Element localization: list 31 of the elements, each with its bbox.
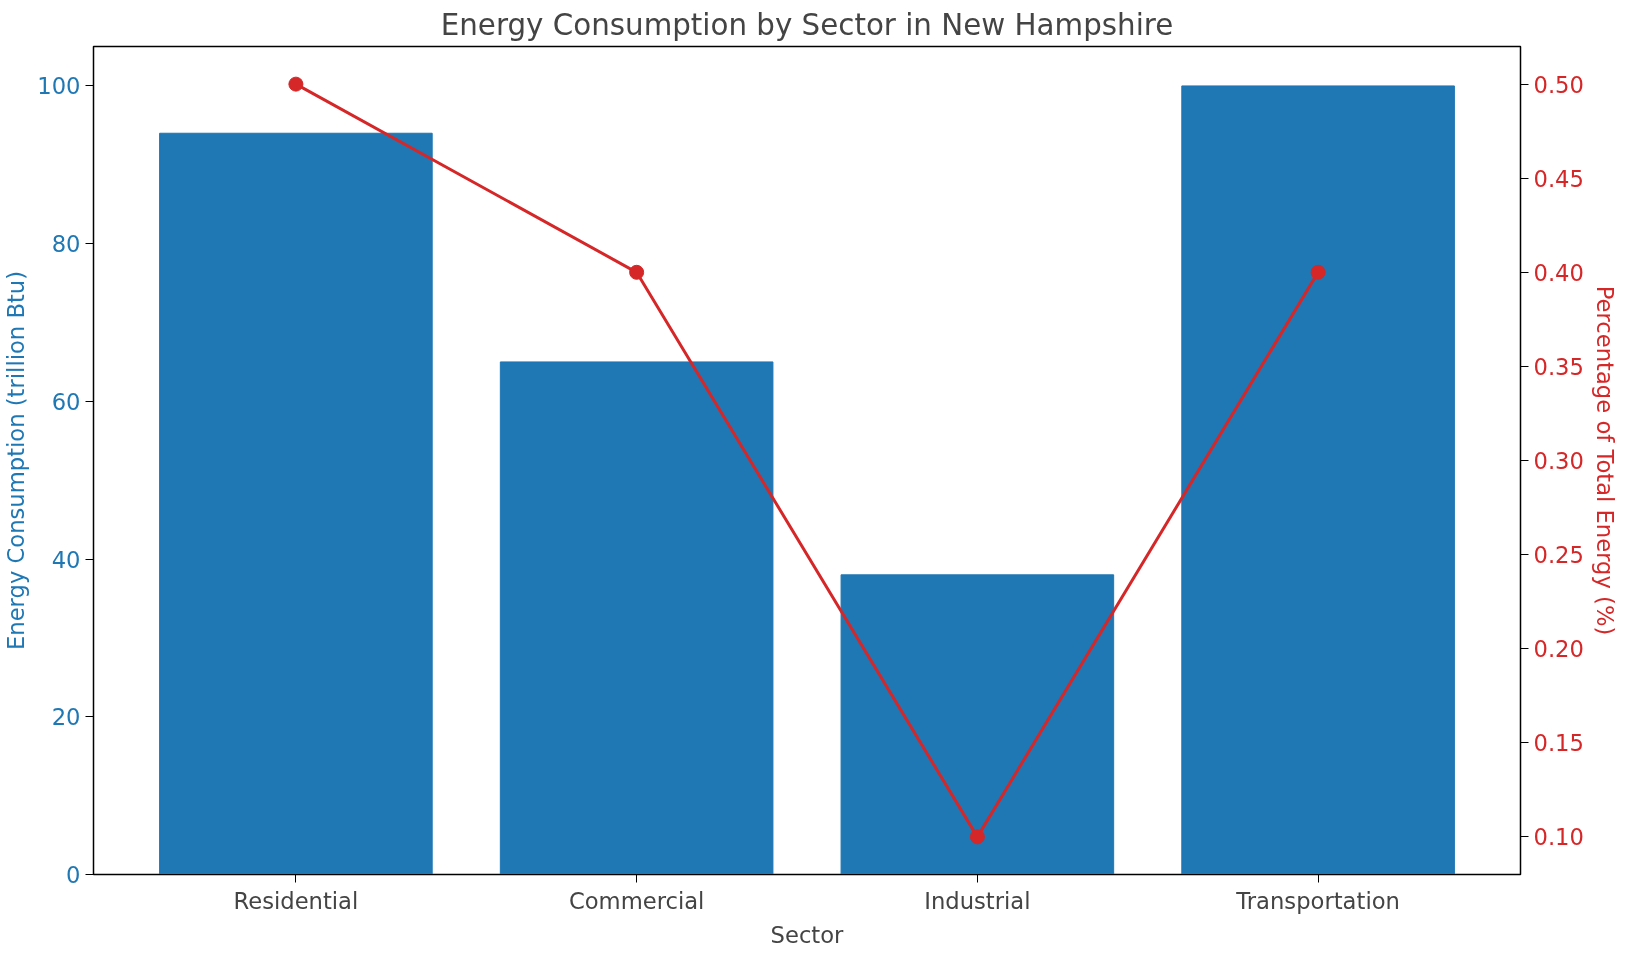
bar	[840, 574, 1115, 875]
x-tick-label: Residential	[233, 887, 359, 914]
chart-title: Energy Consumption by Sector in New Hampshire	[440, 7, 1174, 42]
y-tick-label: 40	[51, 546, 81, 573]
x-tick-label: Commercial	[568, 887, 705, 914]
y2-tick-label: 0.45	[1533, 165, 1584, 192]
y2-tick-label: 0.15	[1533, 730, 1584, 757]
x-tick-label: Transportation	[1235, 887, 1400, 914]
y-tick-label: 20	[51, 704, 81, 731]
y2-tick-label: 0.25	[1533, 542, 1584, 569]
bar	[159, 132, 433, 875]
y2-tick-label: 0.10	[1533, 824, 1584, 851]
y-tick-label: 80	[51, 231, 81, 258]
y2-tick-label: 0.50	[1533, 71, 1584, 98]
y2-tick-label: 0.35	[1533, 353, 1584, 380]
point	[288, 76, 304, 92]
y2-tick-label: 0.30	[1533, 448, 1584, 474]
y2-tick-label: 0.40	[1533, 259, 1584, 286]
x-axis-title: Sector	[770, 921, 845, 948]
y-tick-label: 60	[51, 388, 81, 415]
point	[969, 829, 985, 845]
y-tick-label: 0	[66, 862, 81, 888]
y-tick-label: 100	[37, 73, 81, 100]
y-axis-title: Energy Consumption (trillion Btu)	[3, 270, 30, 651]
x-tick-label: Industrial	[924, 887, 1031, 914]
point	[629, 264, 645, 280]
bar	[499, 361, 774, 875]
point	[1310, 264, 1326, 280]
y2-tick-label: 0.20	[1533, 636, 1584, 663]
bar	[1181, 85, 1455, 875]
y2-axis-title: Percentage of Total Energy (%)	[1591, 285, 1618, 636]
